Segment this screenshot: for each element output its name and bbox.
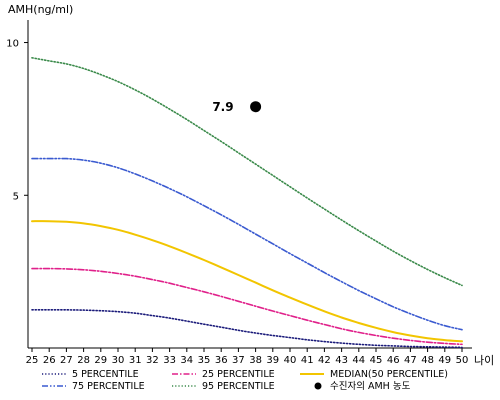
x-tick-label: 28 — [77, 355, 90, 366]
legend-marker-swatch — [314, 382, 322, 390]
chart-legend: 5 PERCENTILE 25 PERCENTILE MEDIAN(50 PERCE… — [42, 369, 448, 392]
y-axis-ticks: 5 10 — [6, 39, 28, 202]
series-line-2 — [31, 267, 463, 346]
series-line-4 — [31, 157, 463, 331]
x-tick-label: 45 — [370, 355, 383, 366]
legend-label-2: 25 PERCENTILE — [202, 369, 275, 380]
x-tick-label: 48 — [421, 355, 434, 366]
x-tick-label: 44 — [352, 355, 365, 366]
x-tick-label: 37 — [232, 355, 245, 366]
y-tick-label: 5 — [13, 191, 19, 202]
series-line-3 — [31, 220, 463, 343]
legend-label-3: MEDIAN(50 PERCENTILE) — [330, 369, 448, 380]
legend-label-4: 75 PERCENTILE — [72, 381, 145, 392]
x-tick-label: 27 — [60, 355, 73, 366]
x-tick-label: 35 — [198, 355, 211, 366]
x-tick-label: 49 — [438, 355, 451, 366]
patient-marker: 7.9 — [212, 100, 262, 114]
x-tick-label: 31 — [129, 355, 142, 366]
x-tick-label: 47 — [404, 355, 417, 366]
patient-amh-value: 7.9 — [212, 100, 233, 114]
x-tick-label: 36 — [215, 355, 228, 366]
x-axis-ticks: 25 26 27 28 29 30 31 32 33 34 35 36 37 38 39 40 41 42 43 44… — [26, 348, 469, 366]
legend-label-1: 5 PERCENTILE — [72, 369, 139, 380]
legend-label-5: 95 PERCENTILE — [202, 381, 275, 392]
series-line-5 — [31, 57, 463, 287]
series-line-1 — [31, 308, 463, 349]
x-tick-label: 33 — [163, 355, 176, 366]
x-tick-label: 40 — [284, 355, 297, 366]
y-tick-label: 10 — [6, 39, 19, 50]
x-tick-label: 34 — [180, 355, 193, 366]
chart-axes: AMH(ng/ml) 나이 — [8, 3, 494, 367]
x-tick-label: 30 — [112, 355, 125, 366]
x-tick-label: 50 — [456, 355, 469, 366]
patient-amh-point — [250, 101, 262, 113]
x-tick-label: 46 — [387, 355, 400, 366]
x-tick-label: 41 — [301, 355, 314, 366]
x-tick-label: 39 — [266, 355, 279, 366]
x-tick-label: 26 — [43, 355, 56, 366]
x-tick-label: 32 — [146, 355, 159, 366]
x-tick-label: 29 — [94, 355, 107, 366]
x-tick-label: 38 — [249, 355, 262, 366]
x-tick-label: 42 — [318, 355, 331, 366]
x-tick-label: 43 — [335, 355, 348, 366]
y-axis-title: AMH(ng/ml) — [8, 3, 73, 16]
x-axis-title: 나이 — [474, 354, 494, 367]
chart-series — [31, 57, 463, 349]
x-tick-label: 25 — [26, 355, 39, 366]
legend-marker-label: 수진자의 AMH 농도 — [330, 381, 411, 392]
